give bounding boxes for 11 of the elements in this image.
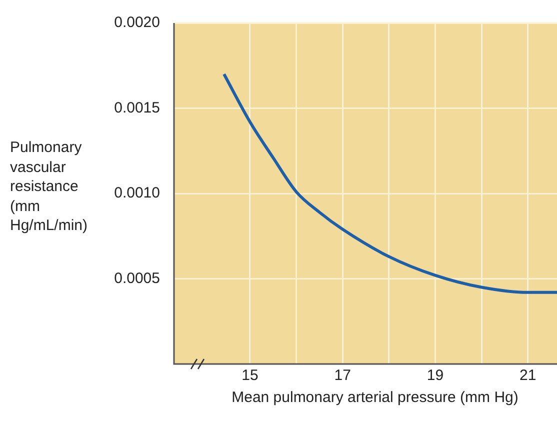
y-tick-label: 0.0010 bbox=[114, 184, 160, 202]
x-axis-title: Mean pulmonary arterial pressure (mm Hg) bbox=[230, 388, 520, 408]
y-axis-title: Pulmonary vascular resistance (mm Hg/mL/min) bbox=[10, 138, 89, 236]
y-tick-label: 0.0015 bbox=[114, 99, 160, 116]
y-tick-label: 0.0005 bbox=[114, 270, 160, 287]
x-tick-label: 15 bbox=[242, 367, 258, 384]
x-tick-label: 17 bbox=[334, 367, 351, 384]
x-tick-label: 19 bbox=[426, 367, 444, 384]
line-series bbox=[222, 72, 557, 294]
x-tick-label: 21 bbox=[519, 367, 536, 384]
y-tick-label: 0.0020 bbox=[114, 14, 160, 32]
